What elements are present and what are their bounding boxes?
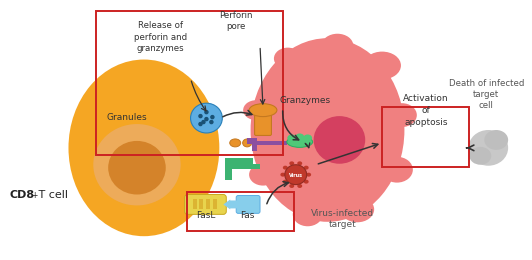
Ellipse shape xyxy=(381,157,413,183)
Text: Death of infected
target
cell: Death of infected target cell xyxy=(448,79,524,110)
Bar xyxy=(213,199,218,209)
Bar xyxy=(252,138,257,151)
Ellipse shape xyxy=(249,104,277,116)
Ellipse shape xyxy=(306,173,311,177)
Text: Granules: Granules xyxy=(106,113,147,122)
Bar xyxy=(187,192,294,231)
Ellipse shape xyxy=(201,120,206,124)
FancyBboxPatch shape xyxy=(236,196,260,213)
Ellipse shape xyxy=(297,184,302,188)
Bar xyxy=(232,164,260,169)
Ellipse shape xyxy=(289,161,294,165)
Ellipse shape xyxy=(321,34,353,57)
Ellipse shape xyxy=(287,136,313,147)
Ellipse shape xyxy=(93,124,181,205)
Bar xyxy=(200,199,203,209)
Ellipse shape xyxy=(210,115,214,119)
Ellipse shape xyxy=(274,48,302,69)
Ellipse shape xyxy=(304,180,309,184)
Bar xyxy=(96,11,283,155)
Ellipse shape xyxy=(230,139,240,147)
Ellipse shape xyxy=(313,116,365,164)
Text: Virus: Virus xyxy=(289,173,303,178)
Ellipse shape xyxy=(387,103,417,127)
Ellipse shape xyxy=(280,173,285,177)
Ellipse shape xyxy=(243,100,269,120)
Ellipse shape xyxy=(297,161,302,165)
Ellipse shape xyxy=(283,166,288,170)
FancyBboxPatch shape xyxy=(185,194,226,214)
Text: T cell: T cell xyxy=(35,190,68,199)
Ellipse shape xyxy=(340,197,374,222)
Ellipse shape xyxy=(469,147,491,165)
Text: FasL: FasL xyxy=(196,211,215,220)
Ellipse shape xyxy=(295,133,304,140)
Text: Fas: Fas xyxy=(240,211,254,220)
Ellipse shape xyxy=(304,166,309,170)
Ellipse shape xyxy=(469,130,508,166)
Ellipse shape xyxy=(108,141,166,194)
FancyBboxPatch shape xyxy=(255,109,271,135)
Text: CD8: CD8 xyxy=(10,190,35,199)
Ellipse shape xyxy=(363,51,401,79)
Text: Release of
perforin and
granzymes: Release of perforin and granzymes xyxy=(134,21,187,53)
Bar xyxy=(206,199,210,209)
Ellipse shape xyxy=(287,134,296,141)
Bar xyxy=(225,158,253,165)
Text: +: + xyxy=(31,191,37,199)
Text: Granzymes: Granzymes xyxy=(280,96,331,105)
Ellipse shape xyxy=(243,139,252,147)
Ellipse shape xyxy=(198,122,203,126)
Bar xyxy=(382,107,469,167)
Ellipse shape xyxy=(209,120,214,124)
Bar xyxy=(193,199,196,209)
Text: Virus-infected
target: Virus-infected target xyxy=(311,209,374,229)
Ellipse shape xyxy=(204,117,209,121)
Ellipse shape xyxy=(303,134,312,141)
Ellipse shape xyxy=(484,130,508,150)
Text: Activation
of
apoptosis: Activation of apoptosis xyxy=(403,94,448,127)
Ellipse shape xyxy=(285,165,306,185)
Text: Perforin
pore: Perforin pore xyxy=(220,11,253,31)
Ellipse shape xyxy=(251,38,404,222)
Ellipse shape xyxy=(293,203,322,226)
Ellipse shape xyxy=(204,110,209,114)
Ellipse shape xyxy=(69,60,219,236)
Bar xyxy=(247,138,255,144)
Ellipse shape xyxy=(198,114,203,118)
Bar xyxy=(257,141,287,145)
Bar xyxy=(225,158,232,180)
FancyArrow shape xyxy=(223,199,238,209)
Ellipse shape xyxy=(249,164,277,186)
Ellipse shape xyxy=(283,180,288,184)
Ellipse shape xyxy=(190,103,222,133)
Ellipse shape xyxy=(289,184,294,188)
